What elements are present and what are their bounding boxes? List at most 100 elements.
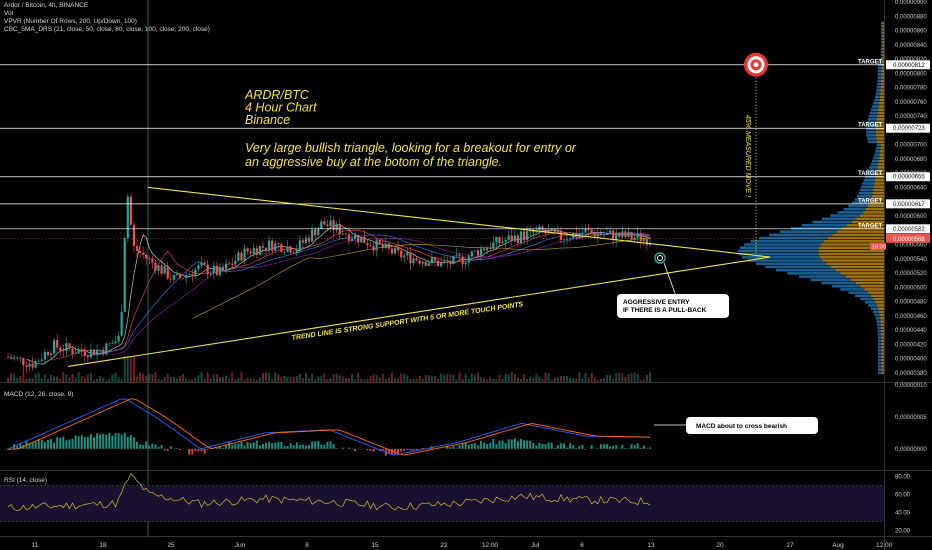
volume-bar: [320, 376, 323, 382]
vpvr-row-up: [738, 252, 819, 256]
macd-histogram-bar: [228, 442, 231, 449]
price-tick: 0.00000420: [895, 342, 927, 348]
macd-histogram-bar: [320, 444, 323, 449]
vpvr-row-down: [826, 262, 884, 266]
macd-histogram-bar: [280, 442, 283, 449]
candle-body: [105, 343, 108, 355]
entry-marker: [654, 252, 666, 264]
candle-body: [483, 248, 486, 251]
vpvr-row-down: [875, 130, 884, 134]
vpvr-row-down: [882, 28, 884, 31]
candle-body: [421, 261, 424, 264]
candle-body: [440, 261, 443, 267]
vpvr-row-up: [801, 223, 848, 227]
volume-bar: [129, 356, 132, 382]
vpvr-row-down: [881, 358, 884, 362]
price-tick: 0.00000740: [895, 114, 927, 120]
volume-bar: [160, 379, 163, 382]
vpvr-row-down: [881, 76, 884, 79]
macd-histogram-bar: [458, 444, 461, 449]
vpvr-row-down: [871, 195, 884, 198]
vpvr-row-up: [881, 24, 883, 28]
thesis-line: Very large bullish triangle, looking for…: [245, 141, 577, 155]
candle-body: [86, 355, 89, 358]
pane-separator: [0, 382, 932, 383]
candle-body: [504, 239, 507, 242]
volume-bar: [249, 378, 252, 382]
sma-line[interactable]: CBC_5MA_DRS (21, close, 50, close, 80, c…: [4, 26, 210, 33]
price-tick: 0.00000540: [895, 257, 927, 263]
macd-histogram-bar: [569, 443, 572, 449]
vpvr-row-down: [879, 101, 884, 105]
macd-histogram-bar: [633, 445, 636, 449]
volume-bar: [142, 373, 145, 382]
vpvr-row-down: [881, 69, 884, 73]
volume-bar: [265, 372, 268, 382]
vpvr-row-down: [881, 345, 884, 349]
candle-body: [246, 248, 249, 252]
vpvr-row-up: [755, 262, 827, 266]
target-price-value: 0.00000582: [893, 227, 925, 233]
vpvr-row-up: [864, 300, 876, 304]
vpvr-row-down: [837, 230, 884, 233]
triangle-upper-line: [147, 186, 771, 258]
vpvr-row-up: [856, 195, 872, 198]
candle-body: [538, 226, 541, 231]
symbol-line[interactable]: Ardor / Bitcoin, 4h, BINANCE: [4, 2, 89, 9]
vpvr-row-down: [876, 124, 884, 128]
candle-body: [403, 255, 406, 258]
macd-histogram-bar: [529, 440, 532, 449]
vpvr-row-down: [874, 179, 884, 182]
time-tick: 15: [371, 542, 379, 549]
vpvr-line[interactable]: VPVR (Number Of Rows, 200, Up/Down, 100): [4, 18, 137, 25]
macd-histogram-bar: [553, 448, 556, 449]
entry-callout-line: [663, 262, 677, 297]
volume-bar: [34, 373, 37, 382]
target-price-value: 0.00000617: [893, 202, 925, 208]
volume-bar: [206, 372, 209, 382]
vpvr-row-up: [843, 207, 866, 211]
vol-line[interactable]: Vol: [4, 10, 14, 17]
entry-marker-inner: [657, 255, 663, 261]
vpvr-row-up: [871, 307, 879, 310]
macd-label[interactable]: MACD (12, 26, close, 9): [4, 391, 74, 398]
candle-body: [326, 224, 329, 227]
candle-body: [375, 239, 378, 251]
candle-body: [154, 262, 157, 271]
volume-bar: [280, 377, 283, 382]
candle-body: [206, 264, 209, 275]
macd-histogram-bar: [538, 442, 541, 449]
vpvr-row-up: [866, 172, 877, 176]
macd-histogram-bar: [77, 436, 80, 449]
macd-histogram-bar: [86, 436, 89, 449]
vpvr-row-down: [881, 339, 884, 343]
macd-histogram-bar: [111, 435, 114, 449]
macd-histogram-bar: [203, 448, 206, 454]
candle-body: [277, 243, 280, 245]
candle-body: [513, 235, 516, 242]
vpvr-row-down: [879, 153, 884, 156]
target-price-tag: [886, 172, 930, 182]
vpvr-row-up: [837, 211, 864, 214]
vpvr-row-down: [818, 249, 884, 253]
vpvr-row-down: [877, 166, 884, 169]
volume-bar: [510, 372, 513, 382]
volume-bar: [261, 373, 264, 382]
volume-bar: [274, 372, 277, 382]
vpvr-row-up: [875, 150, 881, 153]
vpvr-row-up: [877, 60, 882, 63]
vpvr-row-up: [866, 134, 877, 137]
vpvr-row-up: [739, 246, 820, 249]
candle-body: [185, 275, 188, 279]
macd-histogram-bar: [136, 441, 139, 449]
rsi-label[interactable]: RSI (14, close): [4, 477, 47, 484]
price-tick: 0.00000580: [895, 228, 927, 234]
volume-profile: [737, 21, 884, 375]
vpvr-row-down: [880, 320, 884, 323]
vpvr-row-down: [879, 95, 884, 99]
macd-histogram-bar: [400, 448, 403, 452]
candle-body: [80, 349, 83, 352]
candle-body: [314, 229, 317, 236]
volume-bar: [157, 378, 160, 382]
candle-body: [424, 261, 427, 266]
